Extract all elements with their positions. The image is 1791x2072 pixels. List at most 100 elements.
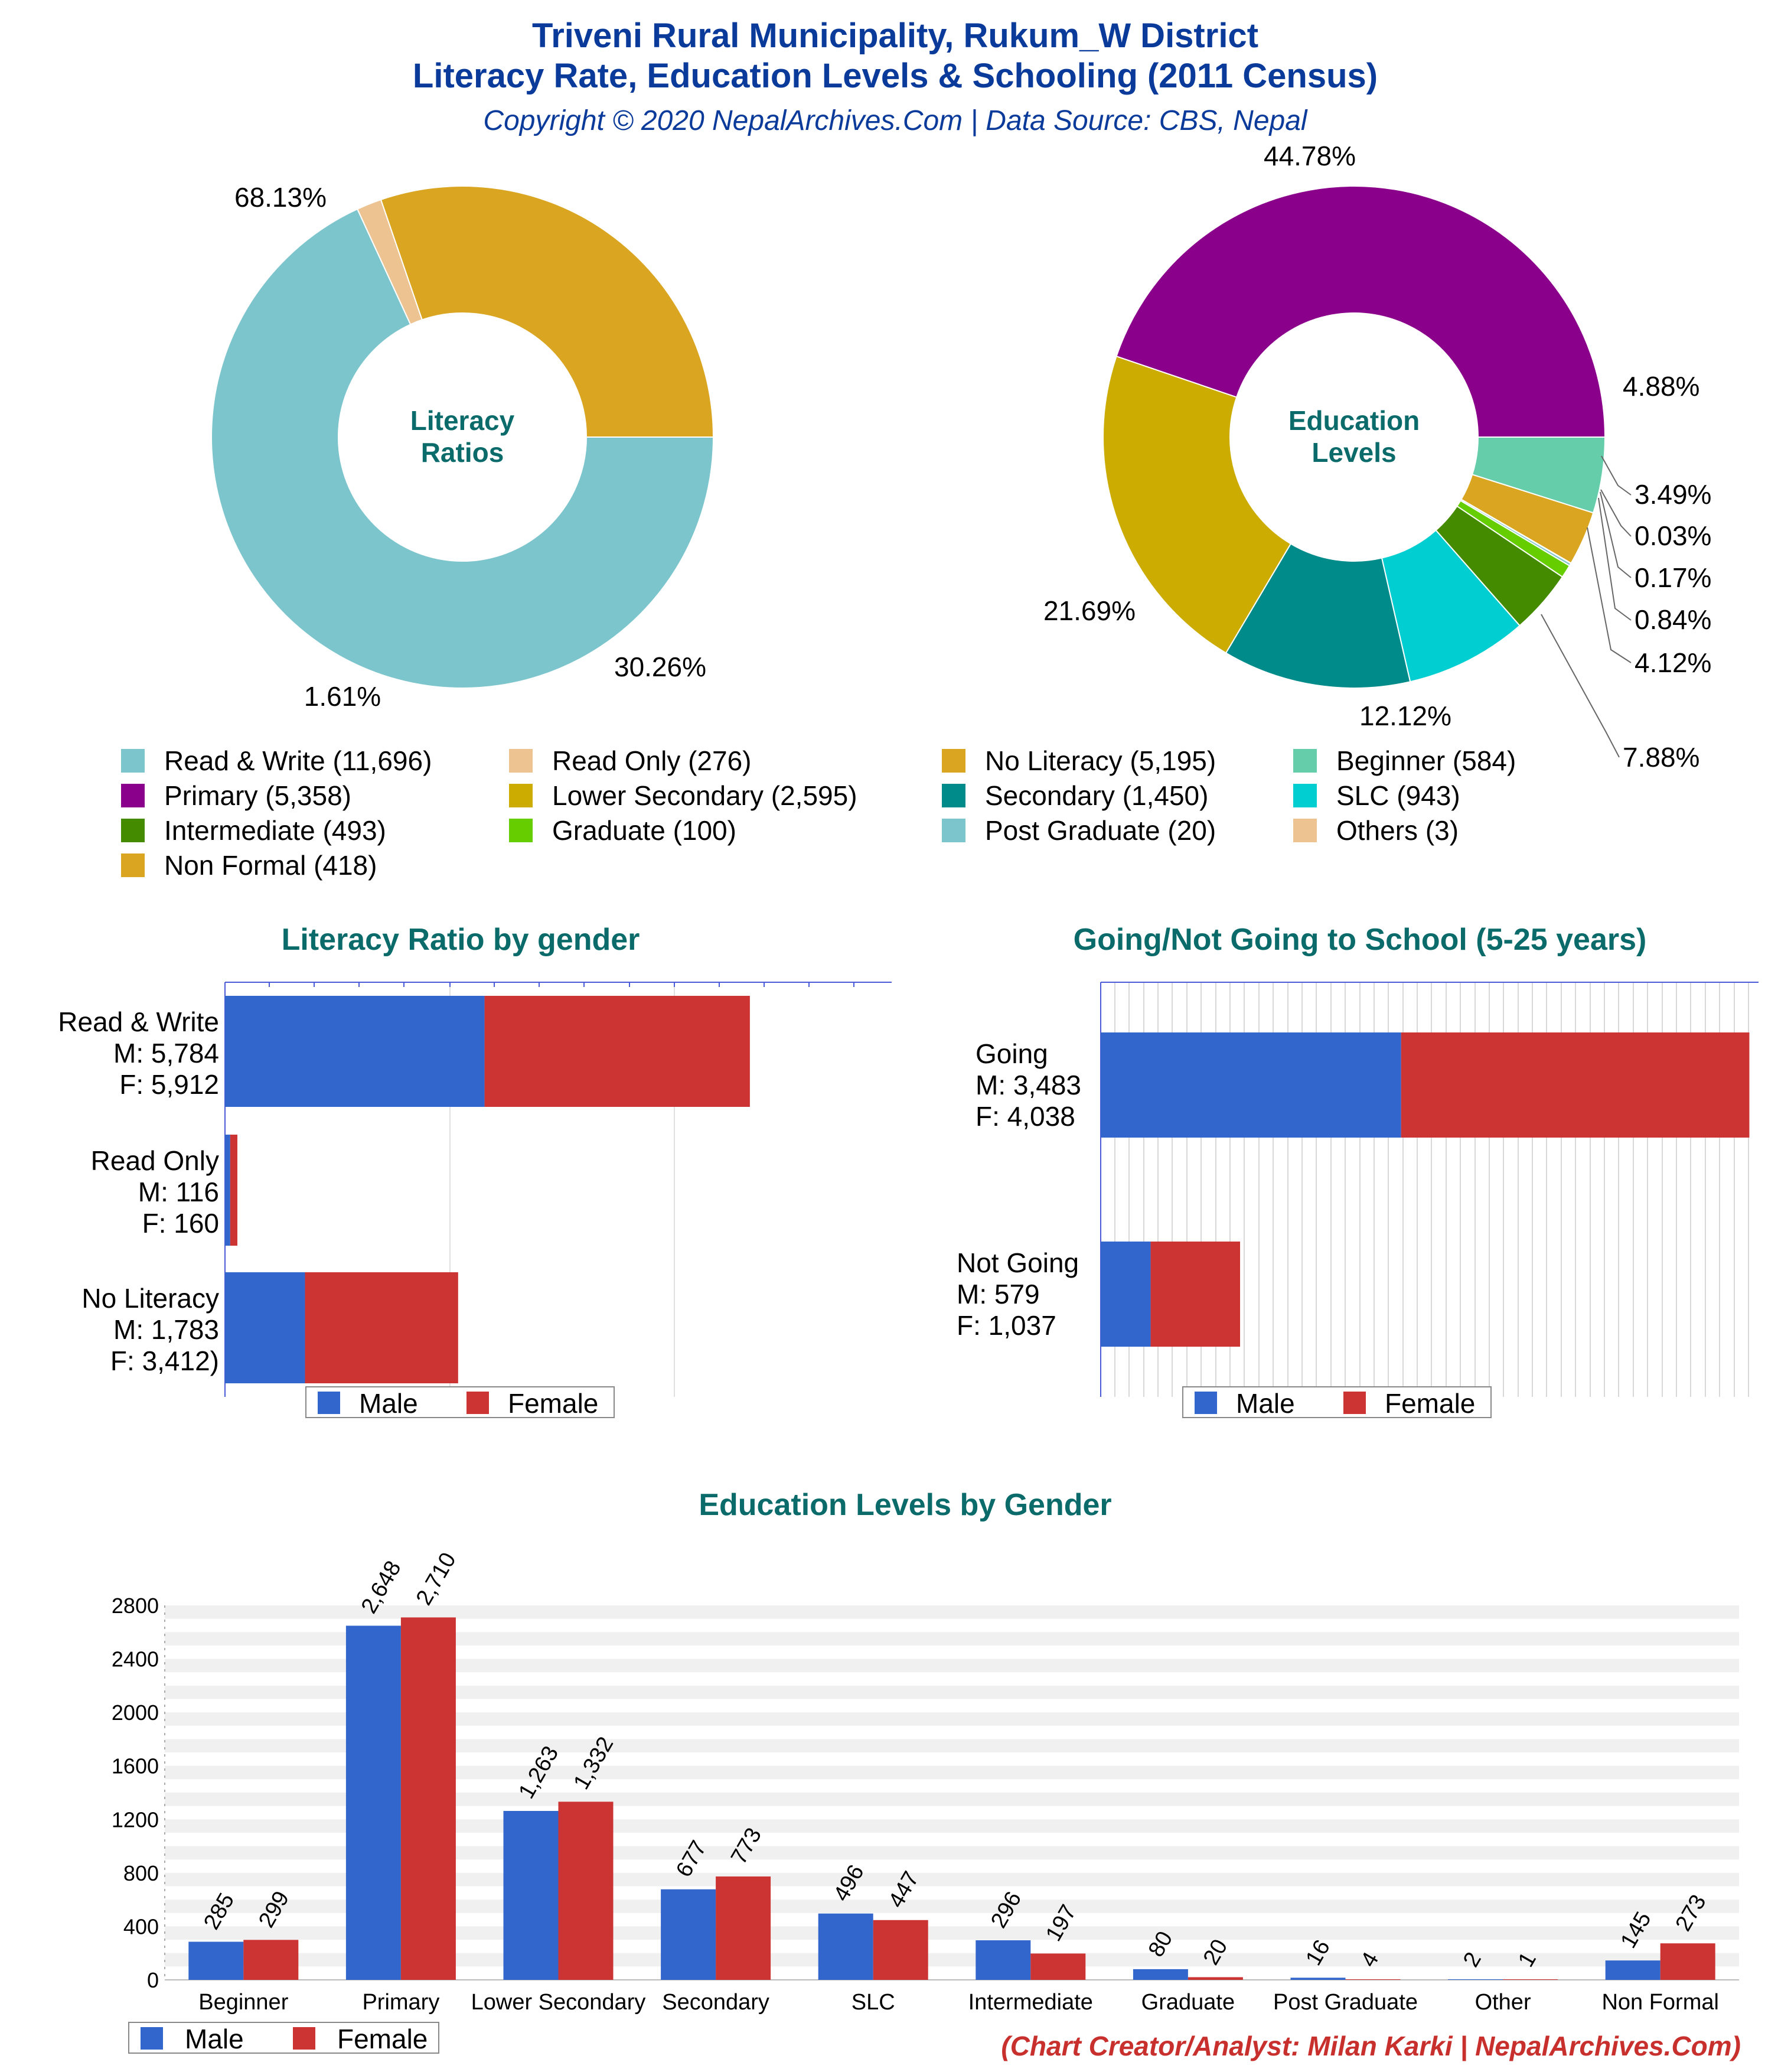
slice-percent-label: 68.13%	[234, 182, 327, 213]
legend-label: Lower Secondary (2,595)	[552, 780, 857, 811]
bar-male-slc	[818, 1913, 873, 1980]
bar-female-going	[1401, 1032, 1750, 1138]
donut-slice-secondary	[1225, 543, 1411, 689]
grid-band	[165, 1712, 1739, 1726]
grid-band	[165, 1605, 1739, 1619]
legend-label: No Literacy (5,195)	[985, 745, 1216, 776]
chart-legend-label: Female	[508, 1388, 598, 1419]
category-label: Read & Write	[58, 1006, 219, 1037]
category-label: Going	[976, 1038, 1048, 1069]
legend-swatch	[509, 784, 533, 807]
legend-label: Beginner (584)	[1336, 745, 1516, 776]
legend-label: SLC (943)	[1336, 780, 1460, 811]
legend-label: Graduate (100)	[552, 815, 736, 846]
bar-value-label: 145	[1616, 1908, 1656, 1953]
slice-percent-label: 0.17%	[1635, 562, 1711, 593]
bar-female-slc	[873, 1920, 928, 1980]
school-going-chart: Going/Not Going to School (5-25 years) Go…	[957, 923, 1759, 1419]
donut-slice-read-write	[211, 208, 715, 689]
leader-line	[1600, 491, 1632, 578]
slice-percent-label: 7.88%	[1623, 742, 1699, 773]
bar-male-not-going	[1101, 1242, 1151, 1347]
slice-percent-label: 1.61%	[304, 681, 381, 712]
category-label: F: 160	[142, 1208, 219, 1239]
y-tick-label: 2000	[112, 1700, 159, 1725]
x-tick-label: Non Formal	[1601, 1990, 1719, 2015]
bar-male-secondary	[661, 1889, 716, 1980]
x-tick-label: SLC	[852, 1990, 895, 2015]
y-tick-label: 2800	[112, 1594, 159, 1618]
legend-swatch	[509, 819, 533, 842]
category-label: M: 116	[138, 1177, 219, 1207]
bar-male-post-graduate	[1290, 1977, 1346, 1980]
slice-percent-label: 3.49%	[1635, 479, 1711, 510]
legend-label: Post Graduate (20)	[985, 815, 1216, 846]
bar-male-intermediate	[976, 1940, 1031, 1980]
category-label: Not Going	[957, 1247, 1079, 1278]
legend-swatch	[942, 784, 965, 807]
legend-label: Intermediate (493)	[164, 815, 386, 846]
grid-band	[165, 1659, 1739, 1673]
bar-female-read-only	[230, 1135, 237, 1246]
slice-percent-label: 44.78%	[1264, 141, 1356, 171]
donut-center-label: Ratios	[421, 437, 504, 468]
donut-slice-primary	[1115, 185, 1606, 438]
category-label: No Literacy	[81, 1283, 219, 1314]
y-tick-label: 800	[123, 1861, 159, 1885]
chart-legend-swatch	[1343, 1392, 1366, 1414]
education-by-gender-chart: Education Levels by Gender 0 400 800 1200 160…	[112, 1488, 1739, 2054]
grid-band	[165, 1765, 1739, 1780]
category-label: F: 4,038	[976, 1101, 1075, 1132]
legend-swatch	[121, 853, 145, 877]
leader-line	[1541, 614, 1620, 758]
bar-value-label: 296	[986, 1888, 1026, 1933]
donut-center-label: Education	[1288, 405, 1420, 436]
chart-legend-label: Male	[1236, 1388, 1295, 1419]
chart-legend-box	[128, 2022, 439, 2054]
leader-line	[1587, 527, 1632, 663]
chart-legend-label: Male	[359, 1388, 418, 1419]
chart-legend-label: Female	[337, 2024, 428, 2054]
donut-legend: Read & Write (11,696) Read Only (276) No L…	[121, 745, 1516, 881]
donut-center-label: Levels	[1312, 437, 1396, 468]
category-label: Read Only	[91, 1145, 219, 1176]
bar-value-label: 2,710	[412, 1549, 461, 1610]
y-tick-label: 400	[123, 1914, 159, 1939]
bar-female-primary	[400, 1617, 456, 1980]
chart-legend-box	[305, 1386, 615, 1418]
bar-male-beginner	[188, 1941, 244, 1980]
bar-female-secondary	[716, 1876, 771, 1980]
x-tick-label: Post Graduate	[1273, 1990, 1418, 2015]
legend-swatch	[1293, 749, 1317, 773]
leader-line	[1600, 489, 1632, 537]
grid-band	[165, 1685, 1739, 1699]
slice-percent-label: 4.88%	[1623, 371, 1699, 402]
legend-swatch	[121, 749, 145, 773]
category-label: F: 3,412)	[110, 1346, 219, 1376]
bar-male-non-formal	[1605, 1960, 1660, 1980]
chart-legend-swatch	[1195, 1392, 1217, 1414]
x-tick-label: Primary	[362, 1990, 439, 2015]
slice-percent-label: 4.12%	[1635, 647, 1711, 678]
bar-value-label: 1	[1513, 1948, 1541, 1971]
slice-percent-label: 0.84%	[1635, 604, 1711, 635]
slice-percent-label: 21.69%	[1043, 595, 1136, 626]
x-tick-label: Graduate	[1141, 1990, 1235, 2015]
credit-line: (Chart Creator/Analyst: Milan Karki | Ne…	[1001, 2031, 1741, 2061]
leader-line	[1601, 455, 1632, 496]
x-tick-label: Other	[1475, 1990, 1531, 2015]
category-label: M: 3,483	[976, 1070, 1081, 1100]
bar-female-graduate	[1188, 1977, 1243, 1980]
category-label: M: 5,784	[113, 1038, 219, 1068]
chart-title: Literacy Ratio by gender	[282, 923, 640, 957]
bar-female-read-write	[484, 996, 750, 1107]
bar-male-other	[1448, 1979, 1503, 1980]
title-line-1: Triveni Rural Municipality, Rukum_W Dist…	[532, 17, 1258, 55]
x-tick-label: Secondary	[662, 1990, 769, 2015]
chart-title: Going/Not Going to School (5-25 years)	[1074, 923, 1647, 957]
subtitle: Copyright © 2020 NepalArchives.Com | Dat…	[483, 105, 1307, 136]
legend-label: Others (3)	[1336, 815, 1459, 846]
category-label: M: 579	[957, 1279, 1040, 1309]
